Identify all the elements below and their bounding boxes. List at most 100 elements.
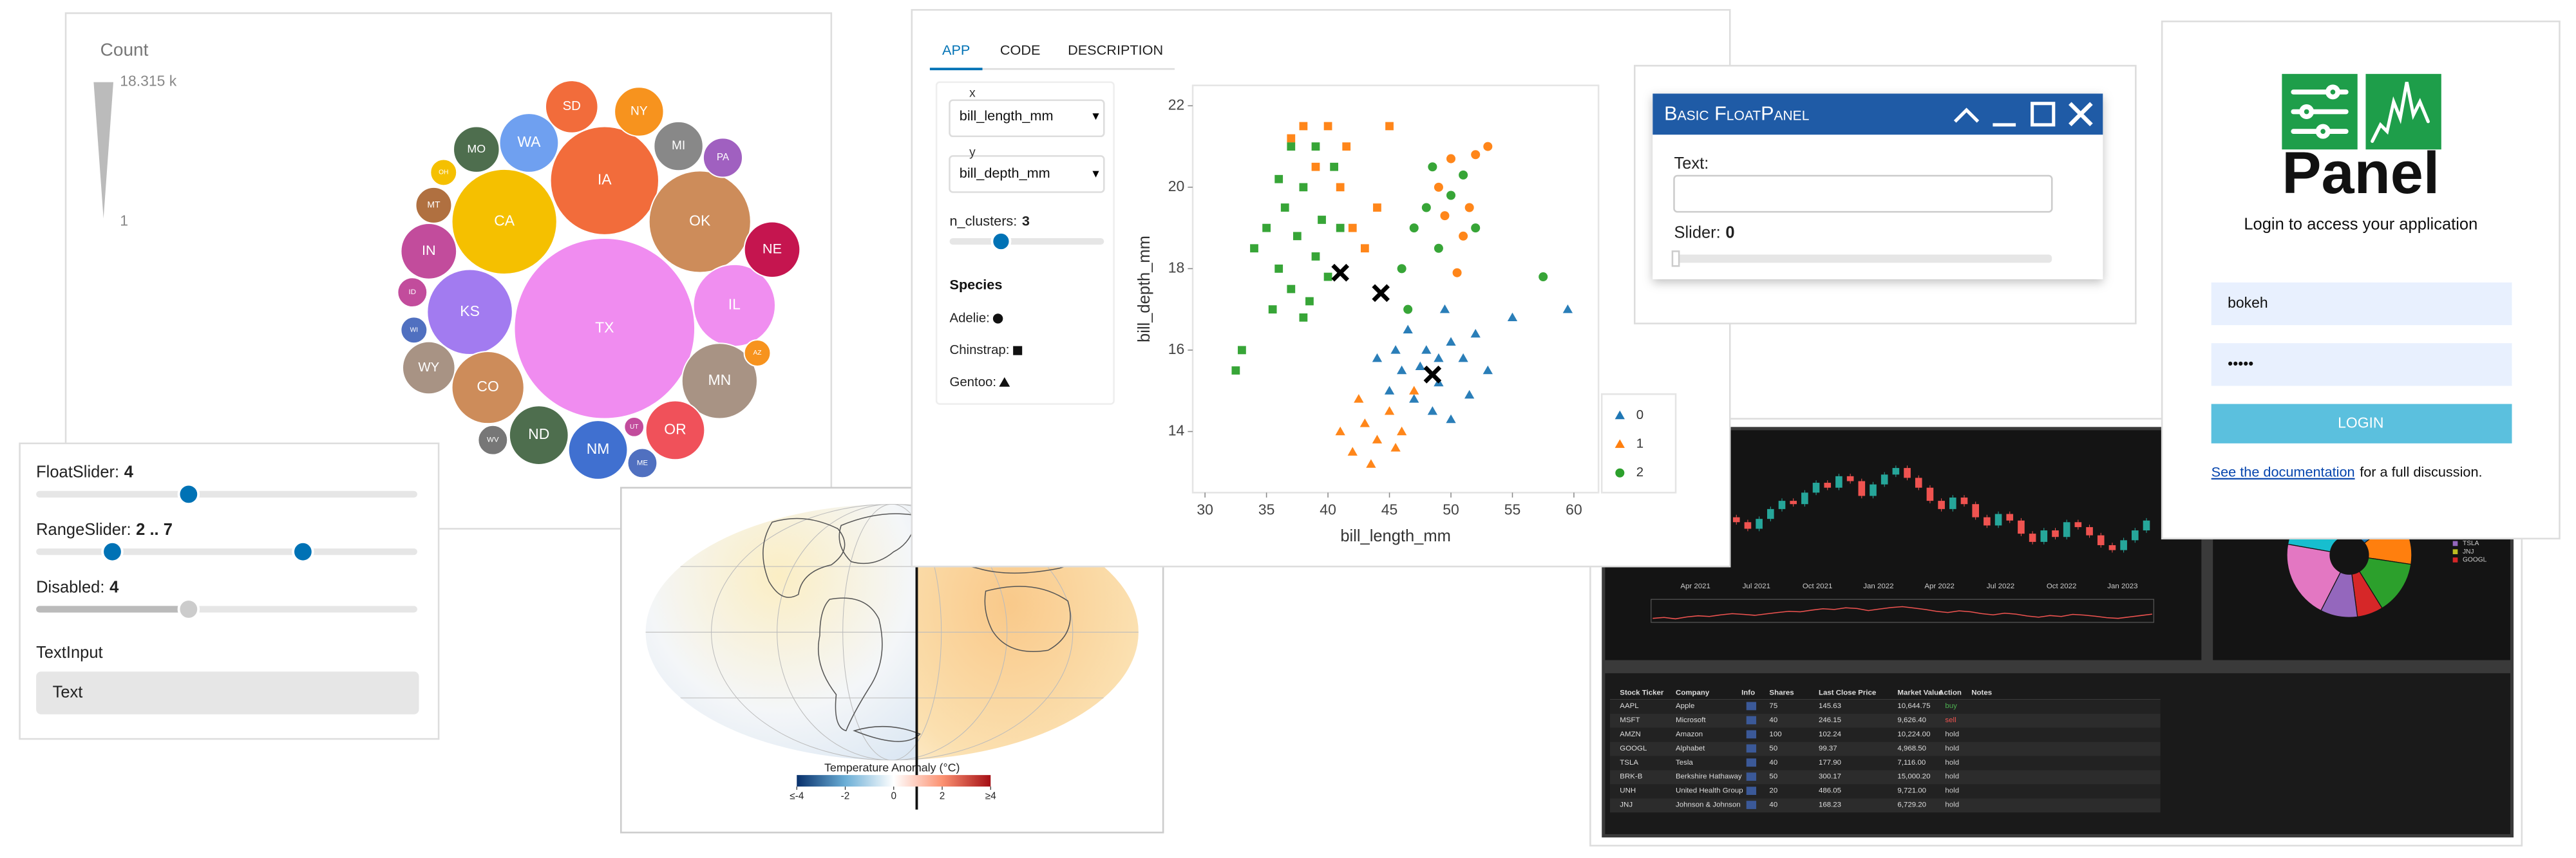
bubble <box>401 340 456 395</box>
slider-handle[interactable] <box>177 483 200 506</box>
candle <box>2018 520 2025 534</box>
logo-text: Panel <box>2282 140 2439 206</box>
scatter-point <box>1299 122 1308 131</box>
x-tick-label: 55 <box>1504 501 1521 518</box>
x-tick-label: 50 <box>1443 501 1459 518</box>
table-cell: AMZN <box>1620 731 1641 738</box>
info-icon[interactable] <box>1746 758 1757 767</box>
label-text: Slider: <box>1674 223 1720 241</box>
text-input-value: Text <box>53 683 83 701</box>
candle <box>1870 484 1877 496</box>
legend-label: 2 <box>1636 465 1643 480</box>
scatter-point <box>1415 361 1425 370</box>
bubble <box>653 120 704 172</box>
bubble-label: IN <box>422 242 436 258</box>
documentation-link[interactable]: See the documentation <box>2211 463 2355 480</box>
colorbar-tick-label: ≥4 <box>985 790 996 801</box>
x-select[interactable] <box>949 99 1105 138</box>
label-text: RangeSlider: <box>36 521 131 539</box>
info-icon[interactable] <box>1746 730 1757 739</box>
table-cell: 40 <box>1769 759 1777 767</box>
slider-track[interactable] <box>1674 254 2052 263</box>
bubble <box>743 221 801 279</box>
password-input[interactable] <box>2211 343 2512 386</box>
size-legend-wedge <box>93 82 114 219</box>
scatter-point <box>1562 304 1573 313</box>
bubble-label: CO <box>477 378 498 395</box>
label-value: 0 <box>1725 223 1734 241</box>
slider-handle[interactable] <box>990 231 1012 252</box>
info-icon[interactable] <box>1746 702 1757 711</box>
x-tick-label: 45 <box>1381 501 1398 518</box>
legend-swatch <box>2452 549 2458 555</box>
slider-track[interactable] <box>949 238 1104 245</box>
bubble <box>426 268 513 356</box>
x-tick-label: Jan 2023 <box>2107 583 2137 590</box>
info-icon[interactable] <box>1746 744 1757 753</box>
species-title: Species <box>949 277 1002 293</box>
table-cell: 145.63 <box>1819 702 1841 710</box>
scatter-point <box>1323 272 1332 281</box>
table-cell: buy <box>1945 702 1957 710</box>
slider-handle[interactable] <box>101 540 124 563</box>
candle <box>1904 468 1911 478</box>
collapse-button[interactable] <box>1953 107 1980 123</box>
y-tick-label: 16 <box>1168 340 1185 357</box>
scatter-point <box>1396 365 1407 375</box>
y-tick-label: 20 <box>1168 178 1185 194</box>
slider-fill <box>36 606 189 613</box>
y-axis-label: bill_depth_mm <box>1135 236 1153 342</box>
tab[interactable]: APP <box>942 42 970 58</box>
tab[interactable]: CODE <box>1000 42 1041 58</box>
legend-label: TSLA <box>2463 540 2479 547</box>
species-label: Adelie: <box>949 311 989 325</box>
scatter-point <box>1372 353 1383 362</box>
bubble <box>430 158 458 187</box>
text-input[interactable] <box>36 671 419 714</box>
username-input[interactable] <box>2211 282 2512 326</box>
label-value: 4 <box>109 578 119 596</box>
bubble-label: SD <box>563 99 581 113</box>
table-header: Company <box>1676 689 1710 697</box>
slider-track[interactable] <box>36 490 417 498</box>
candle <box>2097 535 2105 545</box>
bubble-label: AZ <box>753 350 761 357</box>
legend-marker <box>1615 468 1625 478</box>
table-cell: BRK-B <box>1620 773 1642 781</box>
info-icon[interactable] <box>1746 716 1757 725</box>
range-tool[interactable] <box>1651 599 2155 623</box>
table-cell: Tesla <box>1676 759 1693 767</box>
slider-handle[interactable] <box>292 540 314 563</box>
candle <box>1801 492 1808 505</box>
text-input[interactable] <box>1673 174 2053 213</box>
size-legend-min: 1 <box>120 212 128 228</box>
bubble <box>513 237 696 420</box>
scatter-point <box>1231 366 1240 375</box>
slider-handle[interactable] <box>1671 250 1680 267</box>
legend-swatch <box>2452 557 2458 563</box>
scatter-point <box>1390 443 1401 452</box>
info-icon[interactable] <box>1746 772 1757 781</box>
info-icon[interactable] <box>1746 801 1757 809</box>
maximize-button[interactable] <box>2031 102 2056 127</box>
close-button[interactable] <box>2069 102 2093 127</box>
table-cell: 75 <box>1769 702 1777 710</box>
tab[interactable]: DESCRIPTION <box>1068 42 1163 58</box>
y-select[interactable] <box>949 155 1105 193</box>
table-cell: AAPL <box>1620 702 1638 710</box>
table-cell: hold <box>1945 745 1959 752</box>
scatter-point <box>1354 394 1364 403</box>
login-button[interactable] <box>2211 404 2512 443</box>
scatter-point <box>1342 142 1351 151</box>
scatter-point <box>1287 134 1296 143</box>
scatter-point <box>1439 304 1450 313</box>
slider-track[interactable] <box>36 548 417 555</box>
info-icon[interactable] <box>1746 787 1757 795</box>
table-cell: 50 <box>1769 745 1777 752</box>
bubble-label: WV <box>487 436 499 444</box>
candle <box>2120 540 2127 550</box>
table-header: Action <box>1938 689 1962 697</box>
table-cell: 10,224.00 <box>1897 731 1930 738</box>
float-panel-header[interactable] <box>1653 93 2103 135</box>
y-tick-label: 18 <box>1168 259 1185 275</box>
